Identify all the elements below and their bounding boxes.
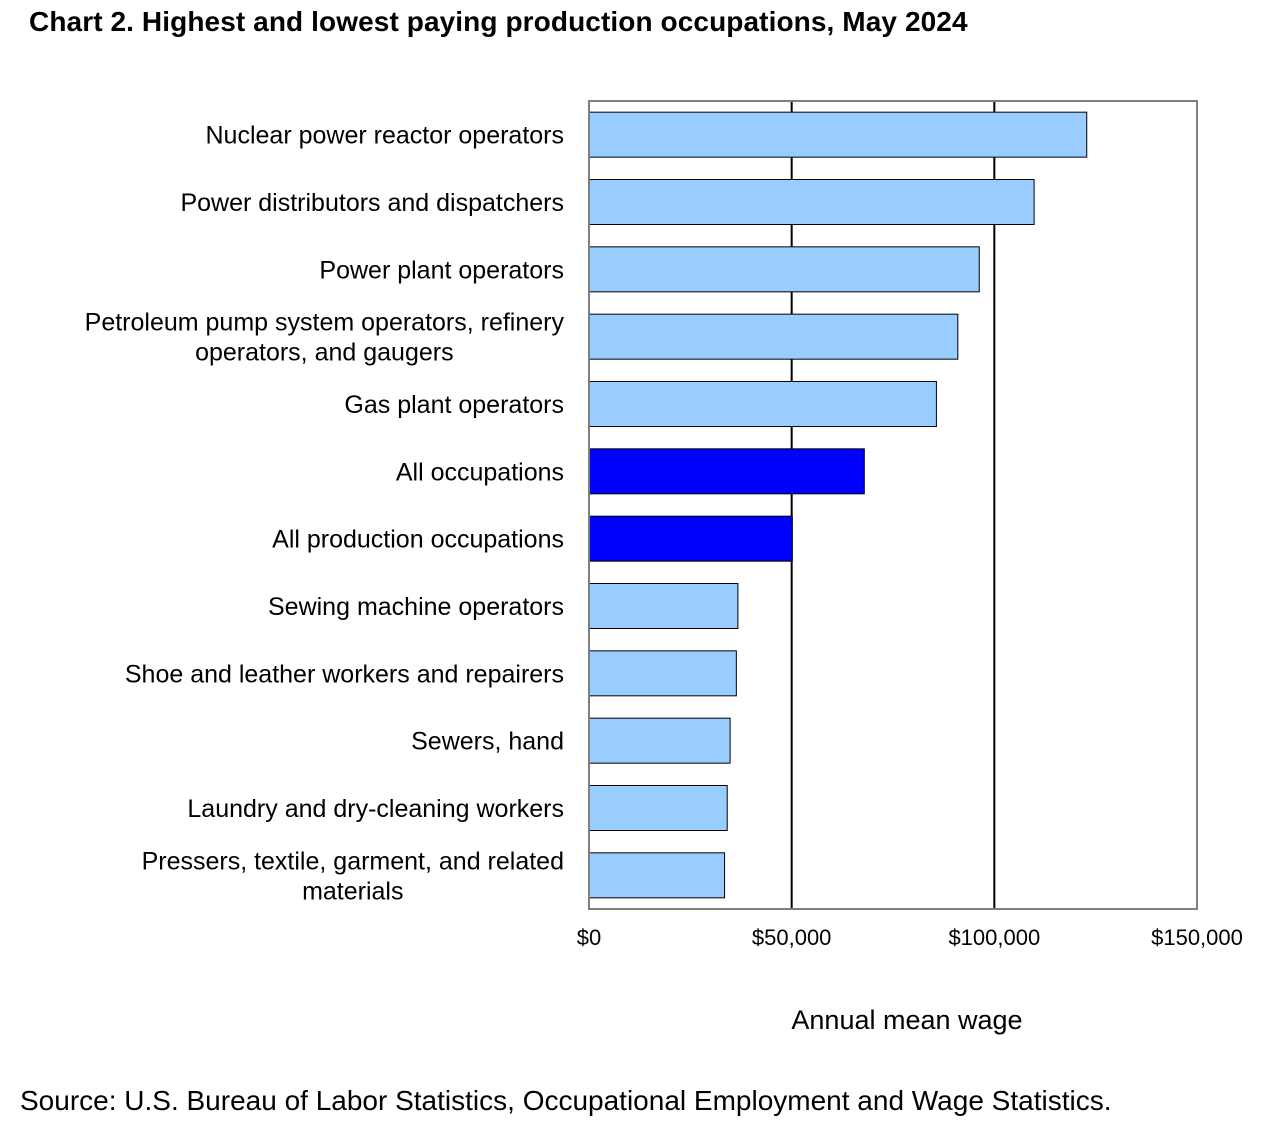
category-label-line: Petroleum pump system operators, refiner… [85, 309, 565, 337]
bar [588, 313, 959, 360]
category-label: Power plant operators [319, 256, 564, 284]
bar [588, 179, 1035, 225]
source-note: Source: U.S. Bureau of Labor Statistics,… [20, 1085, 1112, 1116]
plot-frame [588, 100, 1198, 910]
category-label: All production occupations [272, 526, 564, 554]
x-tick-label: $100,000 [948, 925, 1040, 950]
x-axis-ticks: $0 $50,000 $100,000 $150,000 [577, 925, 1243, 950]
category-label: Petroleum pump system operators, refiner… [85, 309, 565, 367]
bars [588, 111, 1088, 899]
chart-title: Chart 2. Highest and lowest paying produ… [29, 6, 968, 37]
category-label-line: Pressers, textile, garment, and related [142, 847, 564, 875]
category-label: Gas plant operators [344, 391, 564, 419]
x-tick-label: $150,000 [1151, 925, 1243, 950]
bar [588, 583, 739, 629]
x-tick-label: $0 [577, 925, 601, 950]
category-label: Sewers, hand [411, 728, 564, 756]
bar [588, 785, 728, 831]
category-labels: Nuclear power reactor operators Power dis… [85, 122, 565, 906]
bar-aggregate [588, 448, 865, 495]
bar [588, 111, 1088, 158]
bar [588, 650, 737, 697]
bar [588, 246, 980, 293]
bar [588, 852, 726, 899]
bar-aggregate [588, 515, 793, 562]
x-axis-label: Annual mean wage [791, 1005, 1022, 1035]
bar [588, 717, 731, 764]
category-label-line: operators, and gaugers [195, 339, 454, 367]
category-label: All occupations [396, 458, 564, 486]
category-label: Pressers, textile, garment, and related m… [142, 847, 564, 905]
category-label-line: materials [302, 877, 403, 905]
category-label: Nuclear power reactor operators [206, 122, 565, 150]
bar [588, 381, 937, 427]
category-label: Power distributors and dispatchers [180, 189, 564, 217]
category-label: Sewing machine operators [268, 593, 564, 621]
x-tick-label: $50,000 [752, 925, 832, 950]
category-label: Laundry and dry-cleaning workers [187, 795, 564, 823]
category-label: Shoe and leather workers and repairers [125, 660, 564, 688]
gridlines [790, 101, 996, 909]
